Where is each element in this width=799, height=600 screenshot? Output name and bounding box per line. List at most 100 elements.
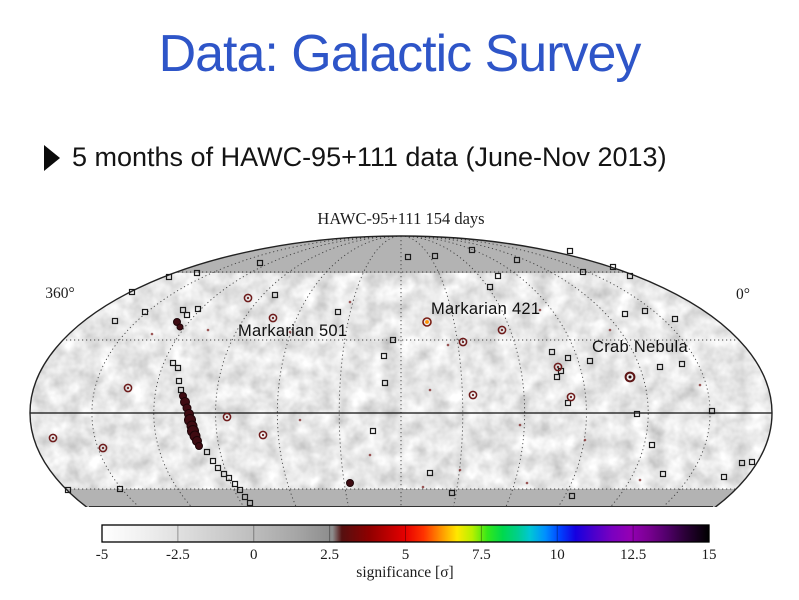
source-marker-square — [380, 352, 388, 360]
faint-speckle — [421, 485, 425, 489]
source-markers — [48, 246, 756, 507]
noise-texture — [30, 236, 772, 507]
source-marker-square — [271, 291, 279, 299]
faint-speckle — [446, 343, 450, 347]
hotspot-ring-core — [261, 433, 265, 437]
crab-nebula-core — [628, 375, 632, 379]
source-marker-square — [720, 473, 728, 481]
source-label-crab-nebula: Crab Nebula — [592, 338, 688, 356]
faint-speckle — [206, 328, 210, 332]
south-exclusion-band — [30, 489, 772, 507]
source-marker-square — [404, 253, 412, 261]
source-marker-square — [177, 386, 185, 394]
source-marker-square — [586, 357, 594, 365]
galactic-plane-source — [346, 479, 354, 487]
markarian-421-core — [425, 320, 429, 324]
hotspot-ring — [268, 313, 278, 323]
colorbar-tick-label: 2.5 — [320, 547, 339, 563]
faint-speckle — [348, 300, 352, 304]
faint-speckle — [525, 481, 529, 485]
hotspot-ring-core — [101, 446, 105, 450]
source-marker-square — [236, 486, 244, 494]
source-marker-square — [486, 283, 494, 291]
source-marker-square — [169, 359, 177, 367]
source-marker-square — [468, 246, 476, 254]
source-label-markarian-501: Markarian 501 — [238, 322, 347, 340]
source-marker-square — [334, 308, 342, 316]
colorbar-tick-label: 5 — [402, 547, 410, 563]
source-marker-square — [214, 464, 222, 472]
source-marker-square — [203, 448, 211, 456]
source-marker-square — [626, 272, 634, 280]
source-marker-square — [64, 486, 72, 494]
source-marker-square — [708, 407, 716, 415]
source-marker-square — [678, 360, 686, 368]
colorbar-tick-label: 15 — [702, 547, 717, 563]
hotspot-ring-core — [126, 386, 130, 390]
sky-map-figure: Markarian 421 Markarian 501 Crab Nebula HA… — [29, 209, 773, 581]
faint-speckle — [583, 438, 587, 442]
hotspot-ring-core — [461, 340, 465, 344]
source-marker-square — [579, 268, 587, 276]
colorbar-tick-label: 7.5 — [472, 547, 491, 563]
hotspot-ring-core — [271, 316, 275, 320]
faint-speckle — [458, 468, 462, 472]
source-marker-square — [193, 269, 201, 277]
hotspot-ring — [468, 390, 478, 400]
source-marker-square — [241, 493, 249, 501]
source-marker-square — [641, 307, 649, 315]
hotspot-ring — [497, 325, 507, 335]
hotspot-ring-core — [471, 393, 475, 397]
source-marker-square — [633, 410, 641, 418]
source-marker-square — [568, 492, 576, 500]
hotspot-ring — [553, 362, 563, 372]
faint-speckle — [428, 388, 432, 392]
source-marker-square — [209, 457, 217, 465]
source-marker-square — [564, 399, 572, 407]
faint-speckle — [638, 478, 642, 482]
source-marker-square — [141, 308, 149, 316]
faint-speckle — [698, 383, 702, 387]
source-marker-square — [194, 305, 202, 313]
source-marker-square — [220, 470, 228, 478]
faint-speckle — [298, 418, 302, 422]
source-marker-square — [659, 470, 667, 478]
source-marker-square — [183, 311, 191, 319]
crab-nebula-marker — [624, 371, 636, 383]
source-marker-square — [548, 348, 556, 356]
faint-speckle — [538, 308, 542, 312]
source-marker-square — [179, 306, 187, 314]
slide-title: Data: Galactic Survey — [158, 25, 642, 83]
source-marker-square — [566, 247, 574, 255]
galactic-plane-source — [195, 442, 203, 450]
hotspot-ring — [222, 412, 232, 422]
source-marker-square — [116, 485, 124, 493]
hotspot-ring-core — [500, 328, 504, 332]
source-marker-square — [381, 379, 389, 387]
source-marker-square — [389, 336, 397, 344]
hotspot-ring — [458, 337, 468, 347]
colorbar-tick-label: 12.5 — [620, 547, 646, 563]
source-marker-square — [431, 252, 439, 260]
source-marker-square — [426, 469, 434, 477]
hotspot-ring-core — [246, 296, 250, 300]
faint-speckle — [518, 423, 522, 427]
source-marker-square — [656, 363, 664, 371]
source-marker-square — [111, 317, 119, 325]
hotspot-ring — [98, 443, 108, 453]
colorbar — [101, 524, 710, 543]
colorbar-tick-label: -5 — [96, 547, 109, 563]
hotspot-ring-core — [225, 415, 229, 419]
colorbar-label: significance [σ] — [356, 564, 453, 581]
source-marker-square — [738, 459, 746, 467]
source-marker-square — [671, 315, 679, 323]
hotspot-ring — [48, 433, 58, 443]
source-label-markarian-421: Markarian 421 — [431, 300, 540, 318]
source-labels: Markarian 421 Markarian 501 Crab Nebula — [238, 300, 688, 356]
axis-label-right: 0° — [736, 286, 750, 303]
hotspot-ring — [123, 383, 133, 393]
map-title: HAWC-95+111 154 days — [317, 209, 484, 228]
faint-speckle — [368, 453, 372, 457]
source-marker-square — [748, 458, 756, 466]
